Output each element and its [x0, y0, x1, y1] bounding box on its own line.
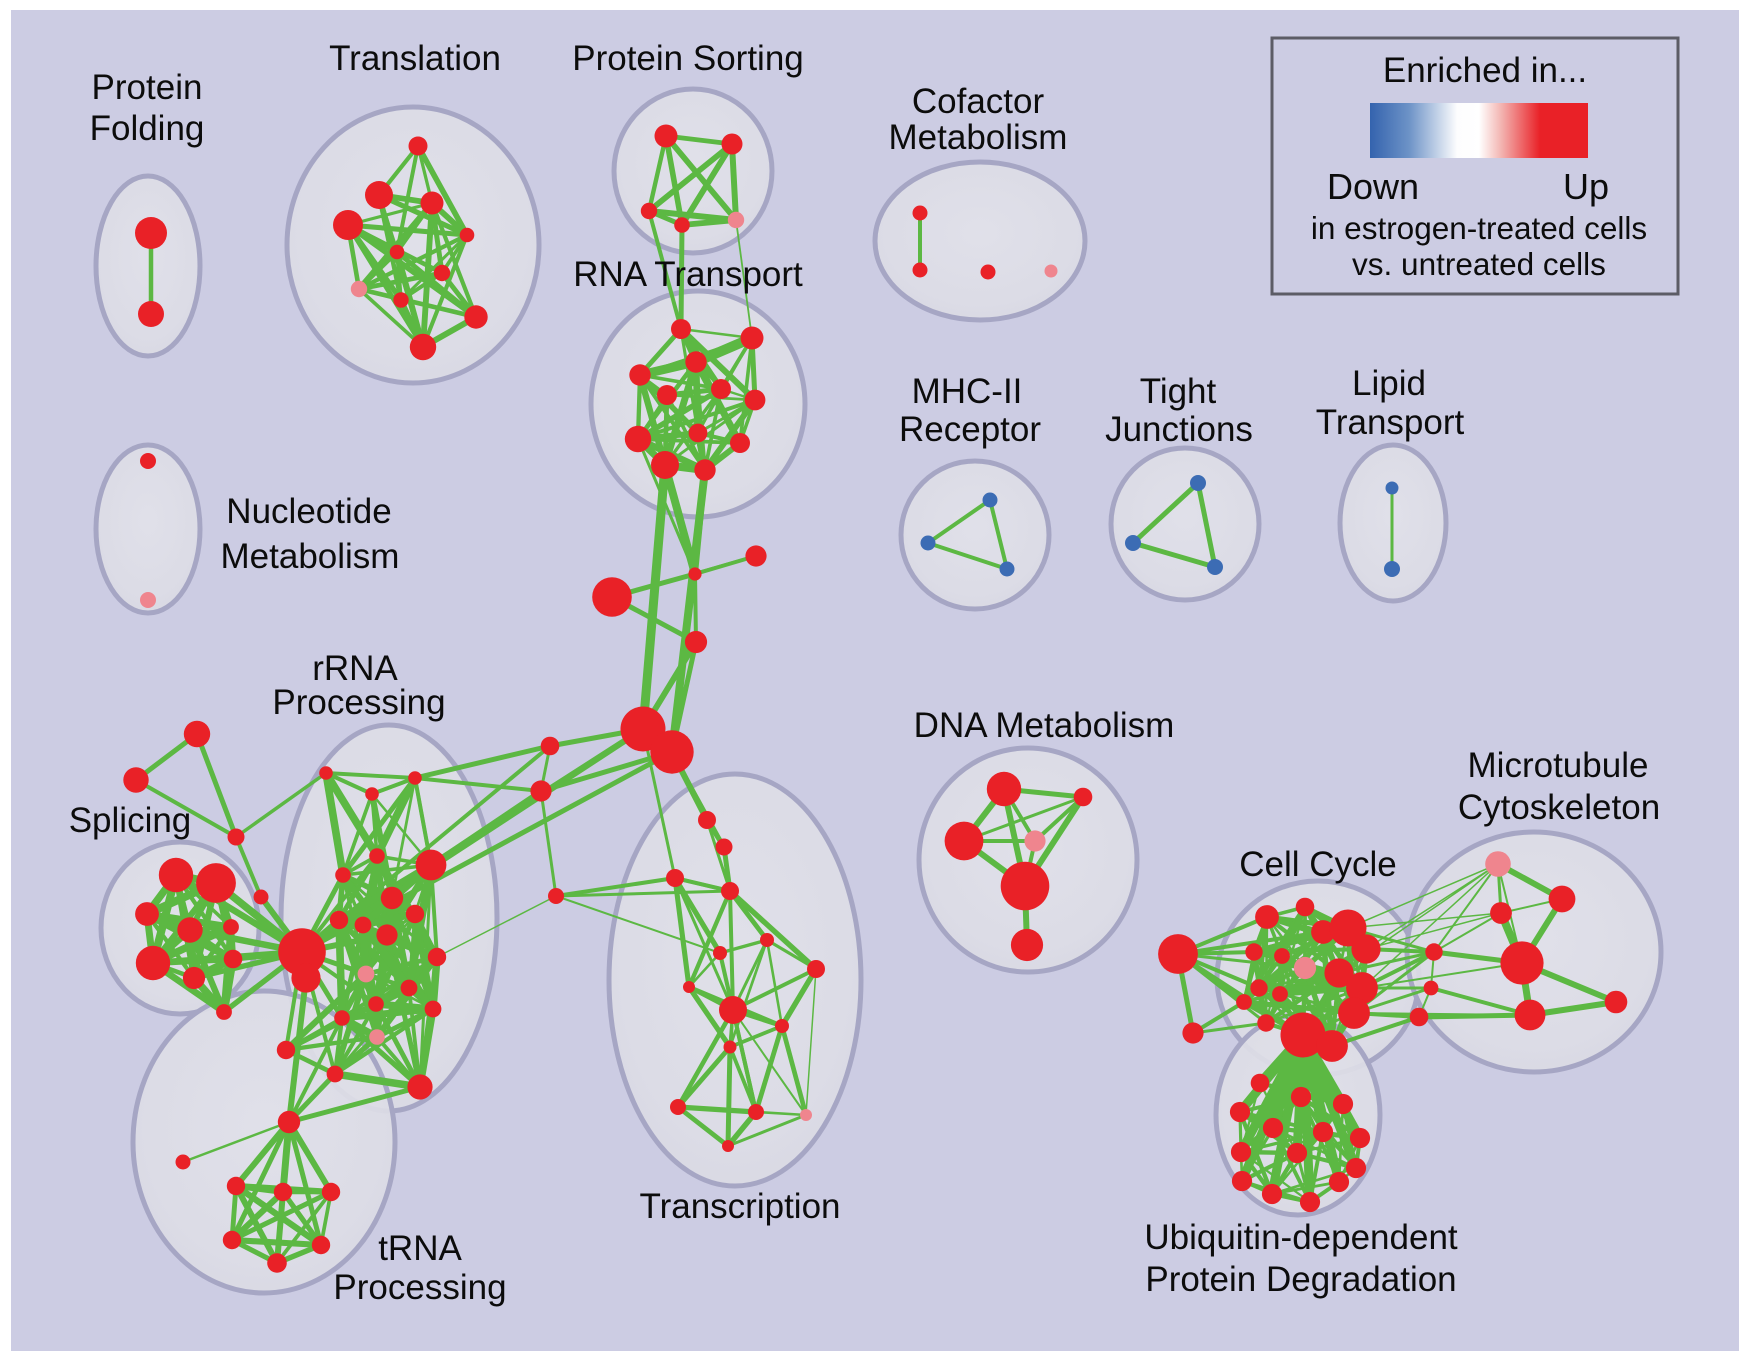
svg-text:Metabolism: Metabolism [221, 537, 400, 576]
svg-text:tRNA: tRNA [378, 1229, 462, 1268]
svg-text:Nucleotide: Nucleotide [226, 492, 391, 531]
svg-text:Translation: Translation [329, 39, 501, 78]
svg-text:Protein Sorting: Protein Sorting [572, 39, 804, 78]
svg-text:Tight: Tight [1140, 372, 1217, 411]
svg-text:Protein Degradation: Protein Degradation [1145, 1260, 1456, 1299]
svg-text:Enriched in...: Enriched in... [1383, 51, 1587, 90]
svg-text:rRNA: rRNA [312, 649, 398, 688]
svg-text:Receptor: Receptor [899, 410, 1041, 449]
svg-text:Cofactor: Cofactor [912, 82, 1045, 121]
svg-text:DNA Metabolism: DNA Metabolism [914, 706, 1175, 745]
svg-text:Transport: Transport [1316, 403, 1465, 442]
svg-text:Up: Up [1563, 166, 1609, 207]
svg-text:Down: Down [1327, 166, 1419, 207]
svg-text:Ubiquitin-dependent: Ubiquitin-dependent [1144, 1218, 1458, 1257]
svg-text:MHC-II: MHC-II [912, 372, 1023, 411]
svg-text:Cytoskeleton: Cytoskeleton [1458, 788, 1660, 827]
svg-text:Protein: Protein [92, 68, 203, 107]
svg-text:in estrogen-treated cells: in estrogen-treated cells [1311, 210, 1647, 246]
svg-text:Transcription: Transcription [640, 1187, 841, 1226]
svg-text:Junctions: Junctions [1105, 410, 1253, 449]
svg-text:Folding: Folding [90, 109, 205, 148]
svg-text:vs. untreated cells: vs. untreated cells [1352, 246, 1606, 282]
svg-text:Processing: Processing [272, 683, 445, 722]
svg-text:Lipid: Lipid [1352, 364, 1426, 403]
svg-text:Microtubule: Microtubule [1468, 746, 1649, 785]
svg-text:Processing: Processing [333, 1268, 506, 1307]
svg-text:Cell Cycle: Cell Cycle [1239, 845, 1397, 884]
svg-text:Metabolism: Metabolism [889, 118, 1068, 157]
svg-text:Splicing: Splicing [69, 801, 192, 840]
svg-text:RNA Transport: RNA Transport [573, 255, 803, 294]
